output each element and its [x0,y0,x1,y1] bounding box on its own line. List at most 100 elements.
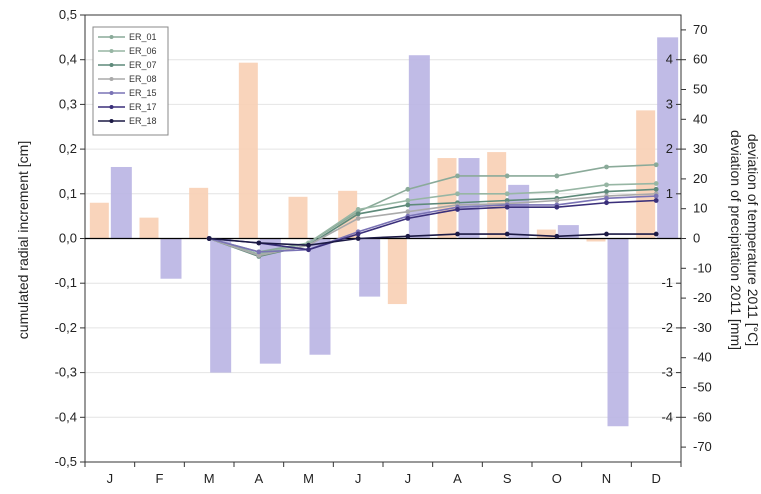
series-point [604,200,609,206]
left-tick-label: -0,3 [55,365,77,380]
left-tick-label: 0,5 [59,7,77,22]
precipitation-bar [586,238,606,242]
temp-tick-label: 4 [666,52,673,67]
precip-tick-label: 70 [693,22,707,37]
temp-tick-label: 1 [666,186,673,201]
series-point [455,207,460,212]
precip-tick-label: 0 [693,231,700,246]
x-tick-label: N [602,471,611,486]
precipitation-bar [189,187,209,239]
series-point [405,186,411,192]
temperature-bar [408,55,430,239]
series-point [405,209,411,215]
precip-tick-label: -20 [693,290,712,305]
temperature-bar [359,238,381,297]
series-point [355,211,361,217]
temperature-bar [259,238,281,364]
legend-label: ER_17 [129,102,157,112]
precipitation-bars [89,62,656,305]
precip-tick-label: -60 [693,409,712,424]
y-axis-temp-label: deviation of temperature 2011 [°C] [745,134,761,346]
precip-tick-label: 20 [693,171,707,186]
legend-swatch-marker [109,105,114,109]
series-point [653,231,659,237]
series-point [455,173,460,179]
left-tick-label: 0,2 [59,141,77,156]
series-point [604,189,609,194]
series-point [256,240,262,246]
precipitation-bar [238,62,258,239]
series-line [209,233,657,247]
temperature-bar [309,238,331,355]
precipitation-bar [89,202,109,239]
series-point [405,233,411,239]
left-tick-label: -0,4 [55,409,77,424]
temp-tick-label: -4 [661,409,673,424]
legend-swatch-marker [109,91,114,95]
legend-swatch-marker [109,35,114,39]
series-point [355,236,361,241]
series-point [306,247,311,253]
x-tick-label: M [303,471,314,486]
temperature-bar [508,184,530,239]
series-point [306,242,311,248]
y-axis-precip-label: deviation of precipitation 2011 [mm] [728,130,744,350]
series-point [256,253,262,258]
left-tick-label: -0,2 [55,320,77,335]
precipitation-bar [437,158,457,239]
x-tick-label: J [405,471,412,486]
series-point [554,198,560,203]
temperature-bar [607,238,629,427]
precip-tick-label: 30 [693,141,707,156]
left-tick-label: 0,0 [59,231,77,246]
series-point [653,198,659,203]
legend-swatch-marker [109,77,114,81]
precipitation-bar [288,196,308,239]
series-point [504,204,510,210]
series-point [405,202,411,208]
precip-tick-label: 10 [693,201,707,216]
precip-tick-label: 40 [693,111,707,126]
series-point [256,249,262,255]
series-point [604,231,609,237]
x-tick-label: S [503,471,512,486]
series-line [209,199,657,251]
axes: -0,5 -0,4 -0,3 -0,2 -0,1 0,0 0,1 0,2 0,3 0,4 0,5 J F… [55,7,712,486]
series-point [653,181,659,186]
precipitation-bar [636,110,656,239]
series-point [455,231,460,237]
legend-label: ER_01 [129,32,157,42]
left-tick-label: 0,1 [59,186,77,201]
legend-swatch-marker [109,119,114,123]
x-tick-label: A [453,471,462,486]
temp-tick-label: -2 [661,320,673,335]
temperature-bar [657,37,679,239]
x-tick-label: A [254,471,263,486]
legend-label: ER_15 [129,88,157,98]
left-tick-label: 0,3 [59,96,77,111]
precip-tick-label: -70 [693,439,712,454]
precip-tick-label: 60 [693,52,707,67]
series-point [653,162,659,168]
temp-tick-label: -1 [661,275,673,290]
precipitation-bar [139,217,159,239]
left-tick-label: -0,1 [55,275,77,290]
x-tick-label: D [651,471,660,486]
series-point [355,215,361,221]
temperature-bar [110,166,132,239]
legend-swatch-marker [109,49,114,53]
temp-tick-label: 2 [666,141,673,156]
series-point [554,173,560,179]
precip-tick-label: -30 [693,320,712,335]
series-point [504,191,510,197]
series-lines [206,162,659,259]
series-point [604,182,609,188]
precip-tick-label: -50 [693,380,712,395]
temperature-bar [210,238,232,373]
temperature-bar [458,158,480,239]
legend-label: ER_08 [129,74,157,84]
series-point [554,204,560,210]
series-point [504,231,510,237]
precipitation-bar [536,229,556,239]
